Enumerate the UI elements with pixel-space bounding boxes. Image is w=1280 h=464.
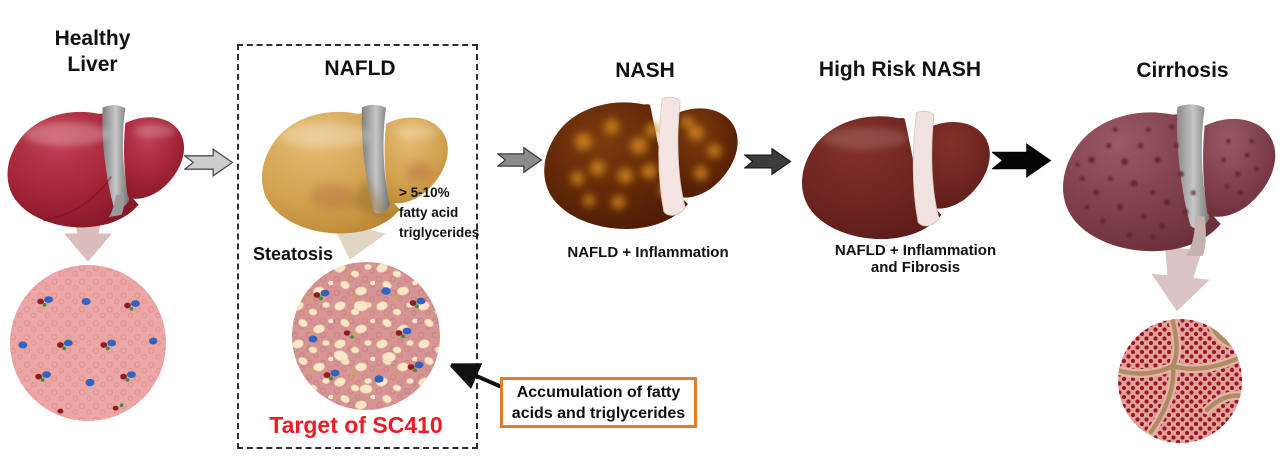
target-of-sc410-label: Target of SC410 — [269, 412, 443, 438]
healthy-histology-circle — [9, 264, 167, 422]
stage-title-cirrhosis: Cirrhosis — [1100, 58, 1265, 84]
high-risk-caption-line2: and Fibrosis — [870, 259, 961, 276]
title-high-risk-nash: High Risk NASH — [818, 58, 982, 81]
title-nash: NASH — [615, 59, 675, 82]
high-risk-caption-line1: NAFLD + Inflammation — [834, 242, 997, 259]
nafld-liver-illustration — [261, 104, 448, 234]
title-healthy-line1: Healthy — [54, 27, 131, 50]
cirrhosis-histology-circle — [1118, 319, 1242, 443]
title-cirrhosis: Cirrhosis — [1136, 59, 1229, 82]
healthy-liver-illustration — [7, 105, 185, 228]
stage-title-nash: NASH — [560, 58, 730, 84]
nafld-note-line1: > 5-10% — [399, 185, 450, 200]
title-nafld: NAFLD — [324, 57, 396, 80]
nafld-dashed-box — [237, 44, 478, 449]
progression-arrow-4-icon — [992, 143, 1052, 178]
high-risk-nash-liver-illustration — [801, 110, 990, 240]
progression-arrow-1-icon — [184, 147, 234, 178]
callout-line1: Accumulation of fatty — [516, 383, 681, 401]
cirrhosis-liver-illustration — [1063, 104, 1276, 256]
callout-box: Accumulation of fatty acids and triglyce… — [500, 377, 697, 428]
nafld-note-line2: fatty acid — [399, 205, 459, 220]
nafld-note-line3: triglycerides — [399, 225, 480, 240]
title-healthy-line2: Liver — [67, 53, 118, 76]
nafld-note: > 5-10% fatty acid triglycerides — [399, 183, 483, 243]
callout-line2: acids and triglycerides — [511, 404, 686, 422]
progression-arrow-2-icon — [497, 146, 543, 174]
nash-liver-illustration — [544, 96, 738, 229]
stage-title-high-risk-nash: High Risk NASH — [795, 57, 1005, 83]
nash-caption: NAFLD + Inflammation — [567, 244, 729, 261]
high-risk-nash-caption: NAFLD + Inflammation and Fibrosis — [808, 242, 1023, 276]
steatosis-label: Steatosis — [253, 244, 334, 264]
down-arrow-icon-cirrhosis — [1151, 246, 1210, 312]
callout-arrow-icon — [438, 363, 505, 390]
stage-title-nafld: NAFLD — [270, 56, 450, 82]
stage-title-healthy-liver: Healthy Liver — [25, 26, 160, 78]
progression-arrow-3-icon — [744, 147, 792, 176]
nafld-histology-circle — [292, 262, 440, 410]
